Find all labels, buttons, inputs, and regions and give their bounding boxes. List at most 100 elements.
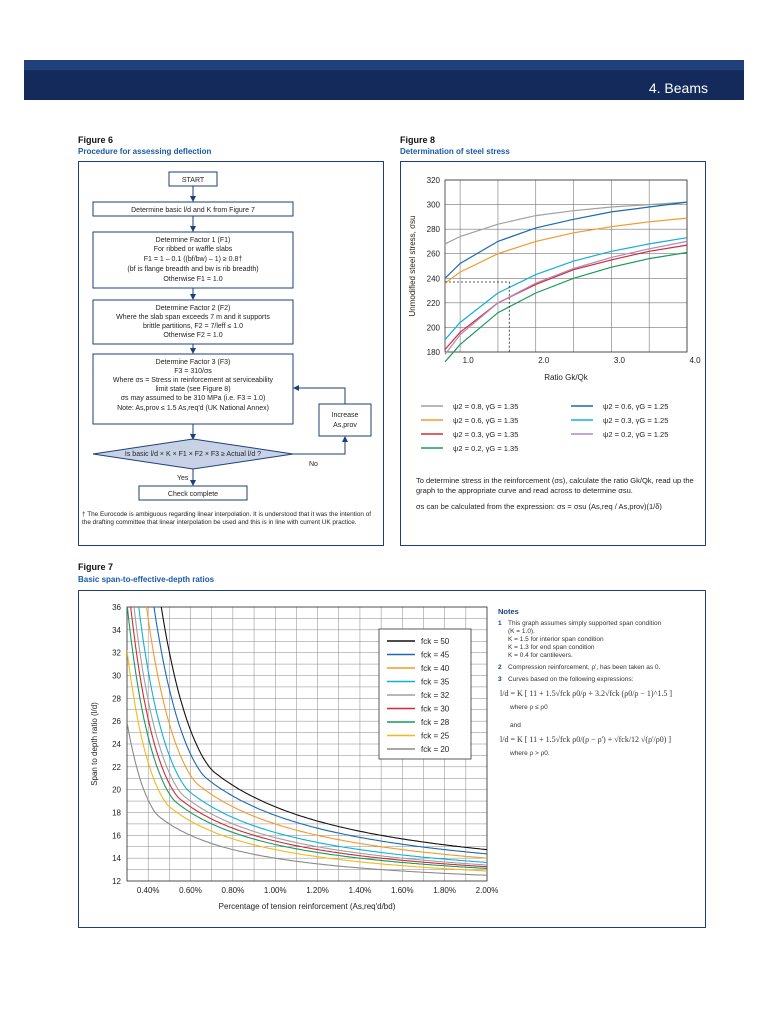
legend-label: fck = 32 [421, 691, 450, 700]
chapter-title: 4. Beams [648, 80, 708, 96]
flowchart: START Determine basic l/d and K from Fig… [92, 171, 372, 501]
legend-box [378, 628, 472, 760]
factor1-line: F1 = 1 – 0.1 ((bf/bw) – 1) ≥ 0.8† [144, 256, 243, 263]
y-tick-label: 34 [112, 626, 121, 635]
y-tick-label: 24 [112, 740, 121, 749]
y-tick-label: 28 [112, 694, 121, 703]
figure8-panel: 180 200 220 240 260 280 300 320 1.0 2.0 3.0 4.0 Rati… [400, 161, 706, 546]
legend-label: fck = 28 [421, 718, 450, 727]
legend-label: ψ2 = 0.8, γG = 1.35 [453, 402, 518, 411]
complete-text: Check complete [168, 491, 218, 498]
series-line [127, 722, 487, 876]
formula-2: l/d = K [ 11 + 1.5√fck ρ0/(ρ − ρ') + √fc… [500, 735, 672, 744]
legend-label: fck = 30 [421, 705, 450, 714]
increase-line: Increase [332, 412, 359, 419]
legend-label: ψ2 = 0.6, γG = 1.25 [603, 402, 668, 411]
y-tick-label: 240 [427, 274, 441, 283]
no-label: No [309, 461, 318, 468]
legend-label: ψ2 = 0.2, γG = 1.25 [603, 430, 668, 439]
factor1-line: (bf is flange breadth and bw is rib brea… [127, 266, 258, 273]
note-3: 3 Curves based on the following expressio… [498, 676, 634, 683]
x-tick-label: 2.00% [476, 886, 499, 895]
x-tick-label: 0.80% [222, 886, 245, 895]
x-tick-label: 1.60% [391, 886, 414, 895]
factor1-line: For ribbed or waffle slabs [154, 246, 233, 253]
x-tick-label: 1.00% [264, 886, 287, 895]
x-tick-label: 0.60% [179, 886, 202, 895]
note-1-line: K = 1.3 for end span condition [508, 644, 595, 651]
series-line [444, 244, 688, 350]
factor3-line: σs may assumed to be 310 MPa (i.e. F3 = … [121, 395, 266, 402]
legend-label: fck = 40 [421, 664, 450, 673]
decision-text: Is basic l/d × K × F1 × F2 × F3 ≥ Actual… [125, 451, 261, 458]
y-tick-label: 16 [112, 831, 121, 840]
figure6-label: Figure 6 [78, 135, 114, 145]
series-line [444, 251, 688, 363]
series-line [127, 607, 487, 869]
y-tick-label: 32 [112, 649, 121, 658]
factor1-line: Determine Factor 1 (F1) [156, 237, 231, 244]
x-tick-label: 1.0 [463, 356, 475, 365]
factor2-line: Otherwise F2 = 1.0 [163, 332, 222, 339]
legend-label: ψ2 = 0.3, γG = 1.35 [453, 430, 518, 439]
factor3-line: Note: As,prov ≤ 1.5 As,req'd (UK Nationa… [117, 405, 269, 412]
figure7-label: Figure 7 [78, 562, 114, 572]
decision-diamond [92, 438, 294, 470]
formula-1: l/d = K [ 11 + 1.5√fck ρ0/ρ + 3.2√fck (ρ… [500, 689, 673, 698]
explanation-text-2: σs can be calculated from the expression… [416, 502, 662, 511]
note-2: 2 Compression reinforcement, ρ', has been… [498, 664, 661, 671]
x-tick-label: 1.20% [306, 886, 329, 895]
where-1: where ρ ≤ ρ0 [510, 704, 548, 711]
legend-label: ψ2 = 0.2, γG = 1.35 [453, 444, 518, 453]
figure6-subtitle: Procedure for assessing deflection [78, 147, 212, 156]
span-depth-chart: 12 14 16 18 20 22 24 26 28 30 32 34 36 0.40% 0.60% 0.80… [90, 603, 499, 911]
and-text: and [510, 722, 521, 729]
annotation-dashed [445, 281, 510, 352]
figure6-footnote: † The Eurocode is ambiguous regarding li… [82, 511, 372, 527]
series-line [444, 201, 688, 245]
factor1-line: Otherwise F1 = 1.0 [163, 276, 222, 283]
legend-label: fck = 20 [421, 745, 450, 754]
factor2-line: Determine Factor 2 (F2) [156, 305, 231, 312]
figure8-label: Figure 8 [400, 135, 436, 145]
y-tick-label: 30 [112, 672, 121, 681]
note-2-text: Compression reinforcement, ρ', has been … [508, 664, 661, 671]
series-line [146, 607, 487, 859]
series-line [444, 237, 688, 341]
x-axis-label: Ratio Gk/Qk [544, 373, 589, 382]
note-3-text: Curves based on the following expression… [508, 676, 634, 683]
y-tick-label: 22 [112, 763, 121, 772]
note-1-line: (K = 1.0). [508, 628, 535, 635]
x-tick-label: 2.0 [538, 356, 550, 365]
series-line [127, 650, 487, 872]
note-1: 1 This graph assumes simply supported spa… [498, 620, 662, 659]
series-line [133, 607, 487, 866]
factor2-line: brittle partitions, F2 = 7/leff ≤ 1.0 [143, 323, 243, 330]
legend-label: fck = 25 [421, 732, 450, 741]
series-line [444, 217, 688, 284]
legend-label: ψ2 = 0.6, γG = 1.35 [453, 416, 518, 425]
figure8-subtitle: Determination of steel stress [400, 147, 510, 156]
figure7-panel: 12 14 16 18 20 22 24 26 28 30 32 34 36 0.40% 0.60% 0.80… [78, 590, 706, 928]
y-tick-label: 220 [427, 299, 441, 308]
start-text: START [182, 177, 205, 184]
y-tick-label: 18 [112, 809, 121, 818]
y-tick-label: 14 [112, 854, 121, 863]
y-tick-label: 12 [112, 877, 121, 886]
note-1-line: K = 0.4 for cantilevers. [508, 652, 573, 659]
series-line [444, 240, 688, 355]
increase-box [318, 403, 372, 437]
y-tick-label: 20 [112, 786, 121, 795]
legend-label: ψ2 = 0.3, γG = 1.25 [603, 416, 668, 425]
y-tick-label: 180 [427, 348, 441, 357]
x-tick-label: 1.40% [349, 886, 372, 895]
step1-text: Determine basic l/d and K from Figure 7 [131, 207, 255, 214]
factor3-line: Where σs = Stress in reinforcement at se… [113, 377, 274, 384]
note-1-line: This graph assumes simply supported span… [508, 620, 662, 627]
increase-line: As,prov [333, 422, 357, 429]
factor3-line: limit state (see Figure 8) [155, 386, 230, 393]
factor3-line: F3 = 310/σs [174, 368, 212, 375]
legend-label: fck = 35 [421, 678, 450, 687]
plot-frame [444, 179, 688, 353]
series-line [153, 607, 487, 855]
